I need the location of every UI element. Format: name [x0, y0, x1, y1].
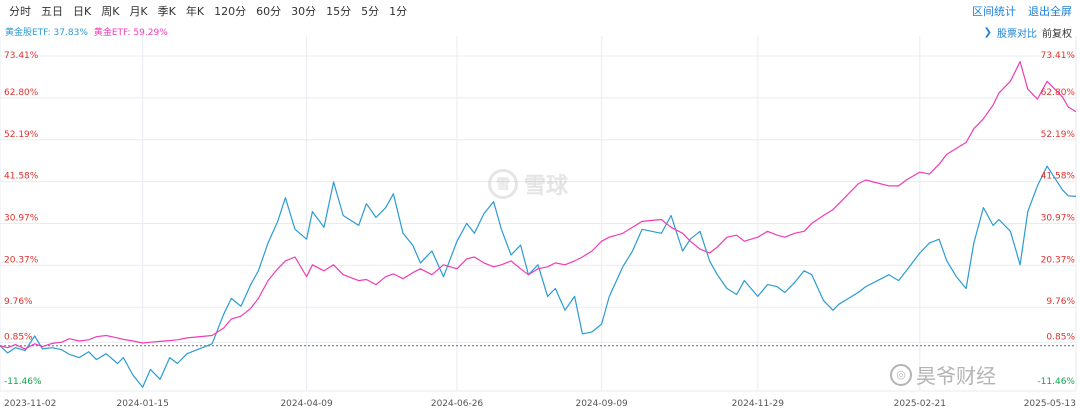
chevron-right-icon[interactable]: ❯ [983, 27, 992, 38]
tab-5-min[interactable]: 5分 [361, 5, 380, 18]
y-tick-label-left: 30.97% [4, 214, 39, 224]
tab-30-min[interactable]: 30分 [291, 5, 317, 18]
line-chart[interactable]: 73.41% 62.80% 52.19% 41.58% 30.97% 20.37% 9.76… [0, 36, 1080, 412]
x-tick-label: 2024-01-15 [117, 399, 169, 409]
toolbar-actions: 区间统计 退出全屏 [972, 3, 1072, 19]
y-tick-label-left: 0.85% [4, 332, 33, 342]
watermark-brand: 雪球 [524, 174, 569, 199]
author-logo-icon: ◎ [890, 363, 912, 386]
xueqiu-watermark: 雪 雪球 [488, 168, 568, 200]
y-tick-label-right: 62.80% [1041, 88, 1076, 98]
y-tick-label-right: 41.58% [1041, 172, 1076, 182]
tab-quarterly-k[interactable]: 季K [157, 5, 176, 18]
y-tick-label-right: 73.41% [1041, 51, 1076, 61]
chart-series [0, 61, 1077, 388]
chart-toolbar: 分时 五日 日K 周K 月K 季K 年K 120分 60分 30分 15分 5分… [0, 0, 1080, 22]
tab-1-min[interactable]: 1分 [389, 5, 408, 18]
y-tick-label-left: 20.37% [4, 255, 39, 265]
tab-daily-k[interactable]: 日K [73, 5, 92, 18]
tab-five-day[interactable]: 五日 [41, 5, 63, 18]
y-tick-label-right: 20.37% [1041, 255, 1076, 265]
y-tick-label-left: 62.80% [4, 88, 39, 98]
chart-grid [0, 36, 1077, 392]
tab-120-min[interactable]: 120分 [214, 5, 247, 18]
tab-15-min[interactable]: 15分 [326, 5, 352, 18]
y-tick-label-right: -11.46% [1037, 377, 1075, 387]
compare-controls: ❯ 股票对比 前复权 [984, 25, 1072, 40]
legend-series-2: 黄金ETF: 59.29% [93, 28, 168, 38]
x-tick-label: 2025-05-13 [1024, 399, 1076, 409]
exit-fullscreen-button[interactable]: 退出全屏 [1028, 5, 1072, 18]
y-axis-left: 73.41% 62.80% 52.19% 41.58% 30.97% 20.37% 9.76… [4, 51, 42, 387]
x-tick-label: 2023-11-02 [4, 399, 56, 409]
stock-compare-button[interactable]: 股票对比 [997, 29, 1037, 40]
y-tick-label-left: 41.58% [4, 172, 39, 182]
y-tick-label-left: -11.46% [4, 377, 42, 387]
source-name: 昊爷财经 [916, 364, 996, 388]
tab-60-min[interactable]: 60分 [256, 5, 282, 18]
chart-legend: 黄金股ETF: 37.83% 黄金ETF: 59.29% [5, 25, 168, 38]
period-tabs: 分时 五日 日K 周K 月K 季K 年K 120分 60分 30分 15分 5分… [4, 3, 412, 19]
x-tick-label: 2025-02-21 [894, 399, 946, 409]
y-axis-right: 73.41% 62.80% 52.19% 41.58% 30.97% 20.37% 9.76… [1037, 51, 1075, 387]
y-tick-label-right: 30.97% [1041, 214, 1076, 224]
x-tick-label: 2024-09-09 [575, 399, 628, 409]
y-tick-label-right: 9.76% [1046, 297, 1075, 307]
legend-series-1: 黄金股ETF: 37.83% [5, 28, 88, 38]
range-stats-button[interactable]: 区间统计 [972, 5, 1016, 18]
source-watermark: ◎ 昊爷财经 [890, 360, 996, 389]
y-tick-label-left: 52.19% [4, 130, 39, 140]
tab-weekly-k[interactable]: 周K [101, 5, 120, 18]
tab-monthly-k[interactable]: 月K [129, 5, 148, 18]
series-line-1 [0, 165, 1077, 388]
y-tick-label-left: 9.76% [4, 297, 33, 307]
y-tick-label-right: 52.19% [1041, 130, 1076, 140]
adjustment-select[interactable]: 前复权 [1042, 29, 1072, 40]
x-tick-label: 2024-04-09 [280, 399, 333, 409]
y-tick-label-right: 0.85% [1046, 332, 1075, 342]
tab-yearly-k[interactable]: 年K [185, 5, 205, 18]
tab-intraday[interactable]: 分时 [9, 5, 31, 18]
x-tick-label: 2024-11-29 [732, 399, 785, 409]
xueqiu-logo-icon: 雪 [488, 169, 518, 199]
x-tick-label: 2024-06-26 [431, 399, 484, 409]
series-line-2 [0, 61, 1077, 350]
y-tick-label-left: 73.41% [4, 51, 39, 61]
x-axis: 2023-11-02 2024-01-15 2024-04-09 2024-06-26… [4, 399, 1076, 409]
